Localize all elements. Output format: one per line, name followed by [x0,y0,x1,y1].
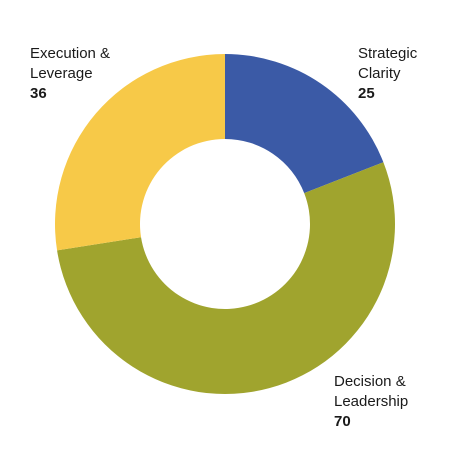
slice-label-line1: Decision & [334,373,406,390]
slice-label-line2: Clarity [358,65,401,82]
slice-strategic-clarity [225,54,384,194]
slice-label-line1: Strategic [358,45,418,62]
slice-decision-leadership [57,162,395,395]
slice-label-line2: Leverage [30,65,93,82]
slice-value: 36 [30,85,47,102]
slice-label-execution-leverage: Execution & Leverage 36 [30,44,110,104]
slice-value: 25 [358,85,375,102]
slice-label-line2: Leadership [334,393,409,410]
slice-value: 70 [334,413,351,430]
slice-label-line1: Execution & [30,45,111,62]
slice-label-strategic-clarity: Strategic Clarity 25 [358,44,417,104]
slice-label-decision-leadership: Decision & Leadership 70 [334,372,408,432]
slice-execution-leverage [55,54,225,251]
